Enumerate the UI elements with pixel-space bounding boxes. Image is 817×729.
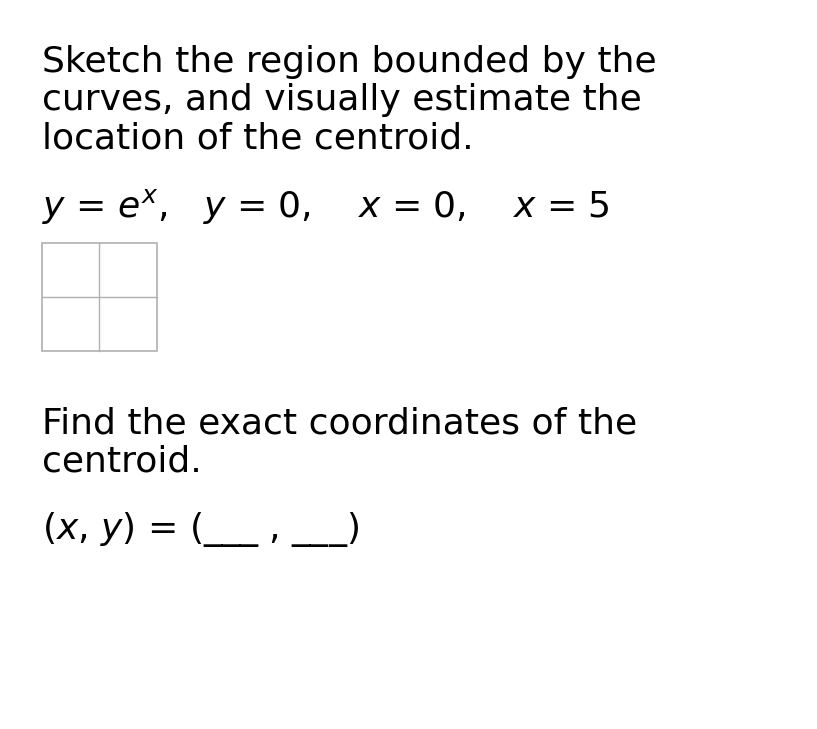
Bar — [42, 243, 157, 351]
Text: $y$ = $e^{x}$,   $y$ = 0,    $x$ = 0,    $x$ = 5: $y$ = $e^{x}$, $y$ = 0, $x$ = 0, $x$ = 5 — [42, 187, 609, 226]
Text: Find the exact coordinates of the: Find the exact coordinates of the — [42, 406, 637, 440]
Text: curves, and visually estimate the: curves, and visually estimate the — [42, 83, 641, 117]
Text: Sketch the region bounded by the: Sketch the region bounded by the — [42, 45, 657, 79]
Text: location of the centroid.: location of the centroid. — [42, 121, 474, 155]
Text: ($x$, $y$) = ($\_\_\_$ , $\_\_\_$): ($x$, $y$) = ($\_\_\_$ , $\_\_\_$) — [42, 510, 359, 549]
Text: centroid.: centroid. — [42, 444, 202, 478]
